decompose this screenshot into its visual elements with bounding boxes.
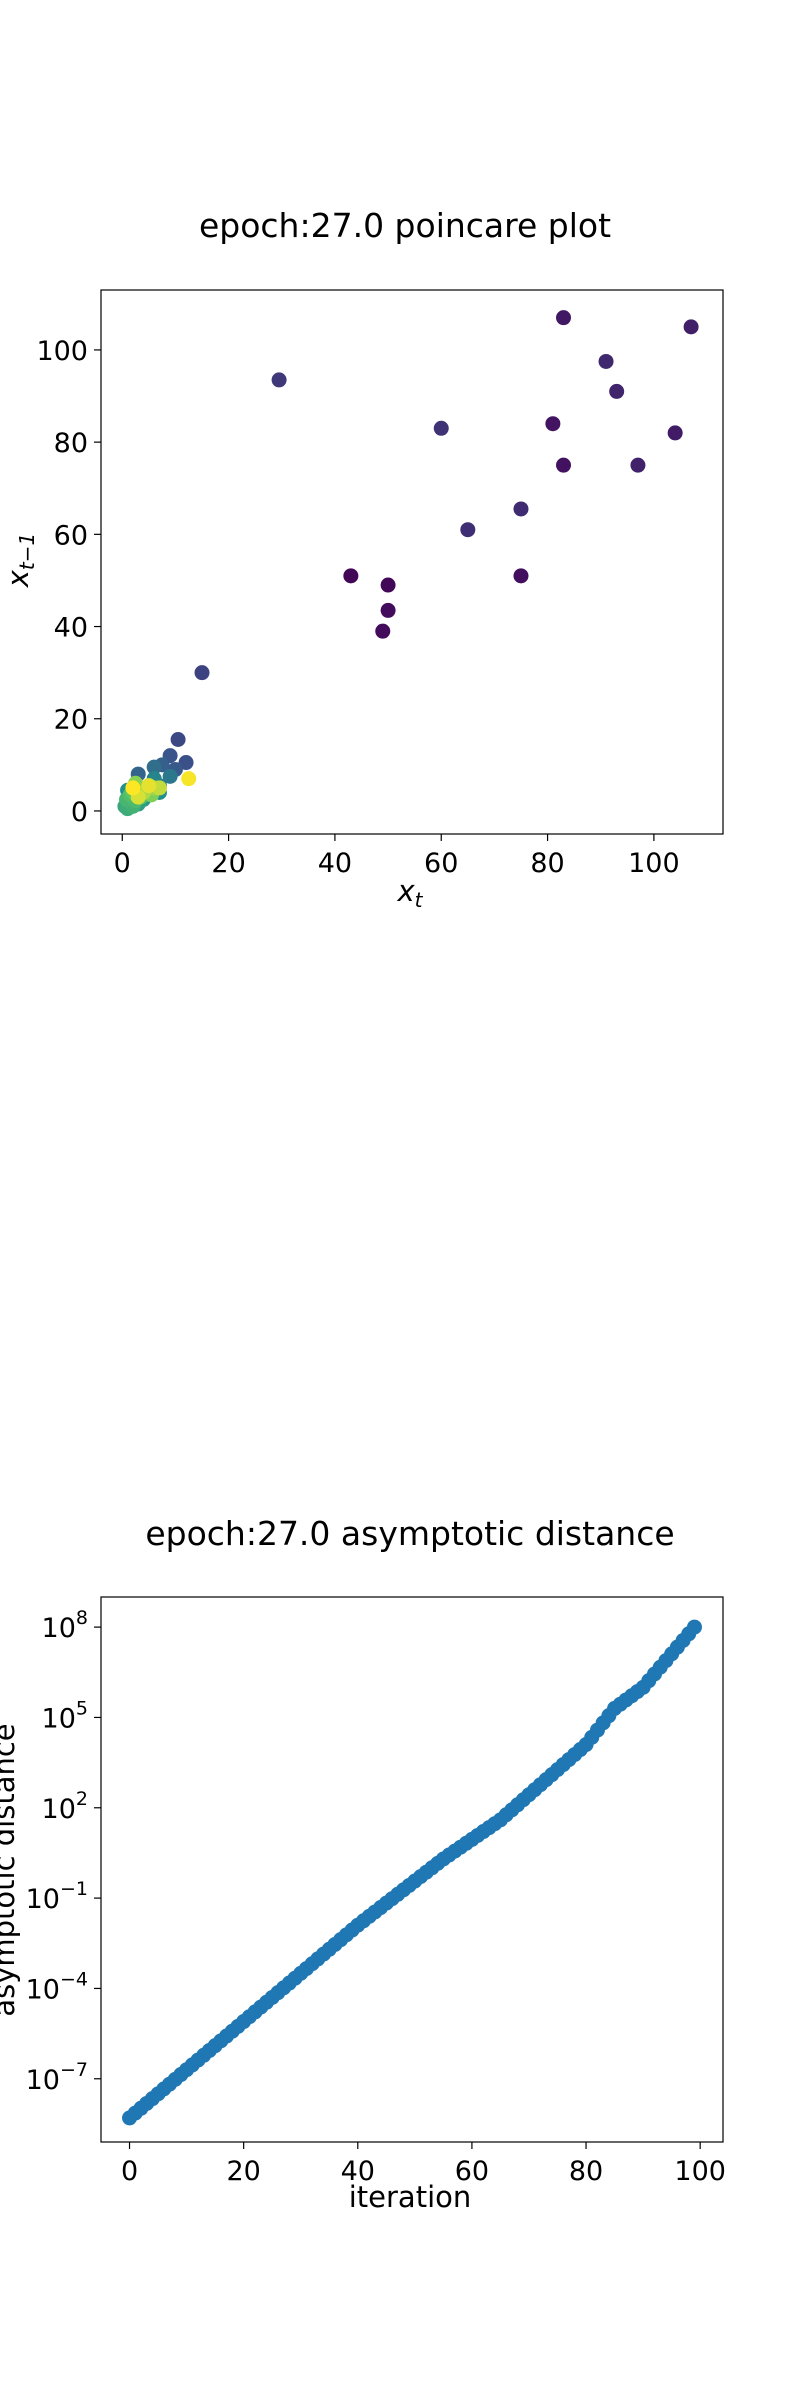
x-tick-label: 40 [318,848,352,879]
data-point [162,768,178,784]
x-tick-label: 0 [114,848,131,879]
data-point [343,568,359,584]
data-point [460,522,476,538]
data-point [125,780,141,796]
data-point [683,319,699,335]
data-point [545,416,561,432]
y-tick-label: 20 [54,705,88,736]
x-tick-label: 60 [455,2156,489,2187]
y-tick-label: 105 [42,1697,88,1734]
data-point [556,457,572,473]
x-tick-label: 100 [628,848,680,879]
asymptotic-chart: epoch:27.0 asymptotic distance 0 20 40 60 80… [0,1514,726,2214]
poincare-y-axis-label: xt−1 [1,533,39,589]
poincare-points [117,310,699,817]
data-point [598,353,614,369]
x-tick-label: 60 [424,848,458,879]
asymptotic-points [122,1619,702,2126]
x-tick-label: 40 [341,2156,375,2187]
poincare-title: epoch:27.0 poincare plot [199,206,611,245]
asymptotic-x-axis-label: iteration [349,2180,472,2214]
poincare-y-ticks: 0 20 40 60 80 100 [36,336,101,828]
x-tick-label: 0 [121,2156,138,2187]
x-tick-label: 80 [569,2156,603,2187]
data-point [181,771,197,787]
y-tick-label: 10−4 [26,1968,88,2005]
poincare-x-ticks: 0 20 40 60 80 100 [114,834,680,879]
asymptotic-axes-frame [100,1596,724,2143]
x-tick-label: 100 [674,2156,726,2187]
poincare-x-axis-label: xt [396,874,423,912]
y-tick-label: 10−1 [26,1878,88,1915]
asymptotic-y-axis-label: asymptotic distance [0,1723,21,2016]
asymptotic-y-ticks: 10−7 10−4 10−1 102 105 108 [26,1607,101,2096]
y-tick-label: 80 [54,428,88,459]
data-point [178,755,194,771]
y-tick-label: 102 [42,1788,88,1825]
data-point [667,425,683,441]
y-tick-label: 10−7 [26,2059,88,2096]
y-tick-label: 60 [54,520,88,551]
y-tick-label: 40 [54,613,88,644]
data-point [609,383,625,399]
data-point [146,759,162,775]
y-tick-label: 0 [71,797,88,828]
data-point [513,501,529,517]
data-point [686,1619,702,1635]
data-point [433,420,449,436]
data-point [380,602,396,618]
y-tick-label: 100 [36,336,88,367]
poincare-axes-frame [100,289,724,835]
x-tick-label: 20 [226,2156,260,2187]
data-point [630,457,646,473]
poincare-chart: epoch:27.0 poincare plot 0 20 40 60 80 100 0 2… [1,206,724,912]
data-point [271,372,287,388]
x-tick-label: 80 [530,848,564,879]
data-point [556,310,572,326]
data-point [513,568,529,584]
data-point [141,778,157,794]
x-tick-label: 20 [211,848,245,879]
data-point [375,623,391,639]
data-point [170,731,186,747]
y-tick-label: 108 [42,1607,88,1644]
asymptotic-x-ticks: 0 20 40 60 80 100 [121,2142,726,2187]
data-point [380,577,396,593]
data-point [194,665,210,681]
asymptotic-title: epoch:27.0 asymptotic distance [145,1514,674,1553]
